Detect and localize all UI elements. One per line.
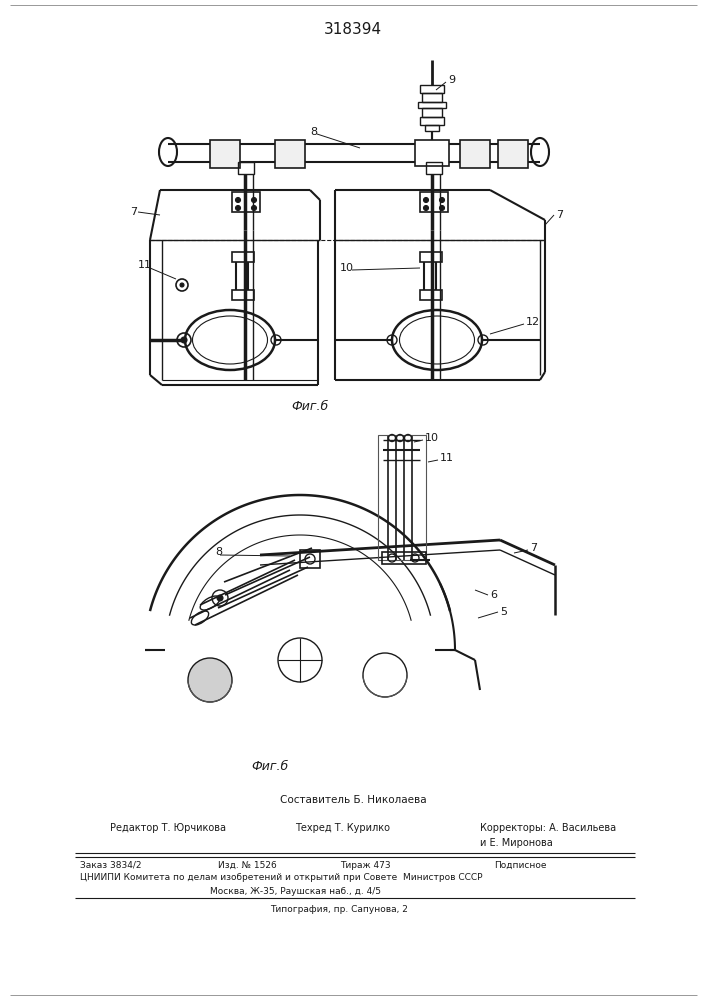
Bar [498, 140, 528, 168]
Bar [210, 140, 240, 168]
Bar [425, 125, 439, 131]
Circle shape [181, 337, 187, 343]
Text: Редактор Т. Юрчикова: Редактор Т. Юрчикова [110, 823, 226, 833]
Text: Типография, пр. Сапунова, 2: Типография, пр. Сапунова, 2 [270, 906, 408, 914]
Bar [232, 290, 254, 300]
Text: и Е. Миронова: и Е. Миронова [480, 838, 553, 848]
Text: Корректоры: А. Васильева: Корректоры: А. Васильева [480, 823, 616, 833]
Bar [232, 252, 254, 262]
Text: Тираж 473: Тираж 473 [340, 860, 391, 869]
Text: 7: 7 [130, 207, 137, 217]
Bar [420, 85, 444, 93]
Circle shape [180, 283, 184, 287]
Text: Заказ 3834/2: Заказ 3834/2 [80, 860, 141, 869]
Bar [415, 140, 449, 166]
Bar [275, 140, 305, 168]
Text: 10: 10 [340, 263, 354, 273]
Circle shape [440, 198, 445, 202]
Text: Москва, Ж-35, Раушская наб., д. 4/5: Москва, Ж-35, Раушская наб., д. 4/5 [210, 886, 381, 896]
Bar [420, 252, 442, 262]
Circle shape [235, 198, 240, 202]
Text: Фиг.б: Фиг.б [252, 760, 288, 773]
Bar [420, 192, 448, 212]
Bar [420, 290, 442, 300]
Text: 11: 11 [440, 453, 454, 463]
Text: 8: 8 [310, 127, 317, 137]
Text: Составитель Б. Николаева: Составитель Б. Николаева [280, 795, 426, 805]
Text: 8: 8 [215, 547, 222, 557]
Bar [422, 93, 442, 102]
Bar [422, 108, 442, 117]
Text: Техред Т. Курилко: Техред Т. Курилко [295, 823, 390, 833]
Circle shape [423, 206, 428, 211]
Circle shape [217, 595, 223, 601]
Bar [426, 162, 442, 174]
Bar [300, 550, 320, 568]
Bar [418, 102, 446, 108]
Text: 7: 7 [530, 543, 537, 553]
Text: 10: 10 [425, 433, 439, 443]
Text: Изд. № 1526: Изд. № 1526 [218, 860, 276, 869]
Text: 6: 6 [490, 590, 497, 600]
Text: 9: 9 [448, 75, 455, 85]
Text: 7: 7 [556, 210, 563, 220]
Bar [232, 192, 260, 212]
Circle shape [252, 198, 257, 202]
Bar [238, 162, 254, 174]
Text: Подписное: Подписное [494, 860, 547, 869]
Text: 12: 12 [526, 317, 540, 327]
Circle shape [440, 206, 445, 211]
Circle shape [252, 206, 257, 211]
Text: 11: 11 [138, 260, 152, 270]
Bar [382, 552, 426, 564]
Circle shape [423, 198, 428, 202]
Text: 5: 5 [500, 607, 507, 617]
Bar [420, 117, 444, 125]
Bar [460, 140, 490, 168]
Text: ЦНИИПИ Комитета по делам изобретений и открытий при Совете  Министров СССР: ЦНИИПИ Комитета по делам изобретений и о… [80, 874, 482, 882]
Circle shape [188, 658, 232, 702]
Bar [378, 435, 426, 560]
Text: Фиг.б: Фиг.б [291, 400, 329, 413]
Text: 318394: 318394 [324, 22, 382, 37]
Circle shape [235, 206, 240, 211]
